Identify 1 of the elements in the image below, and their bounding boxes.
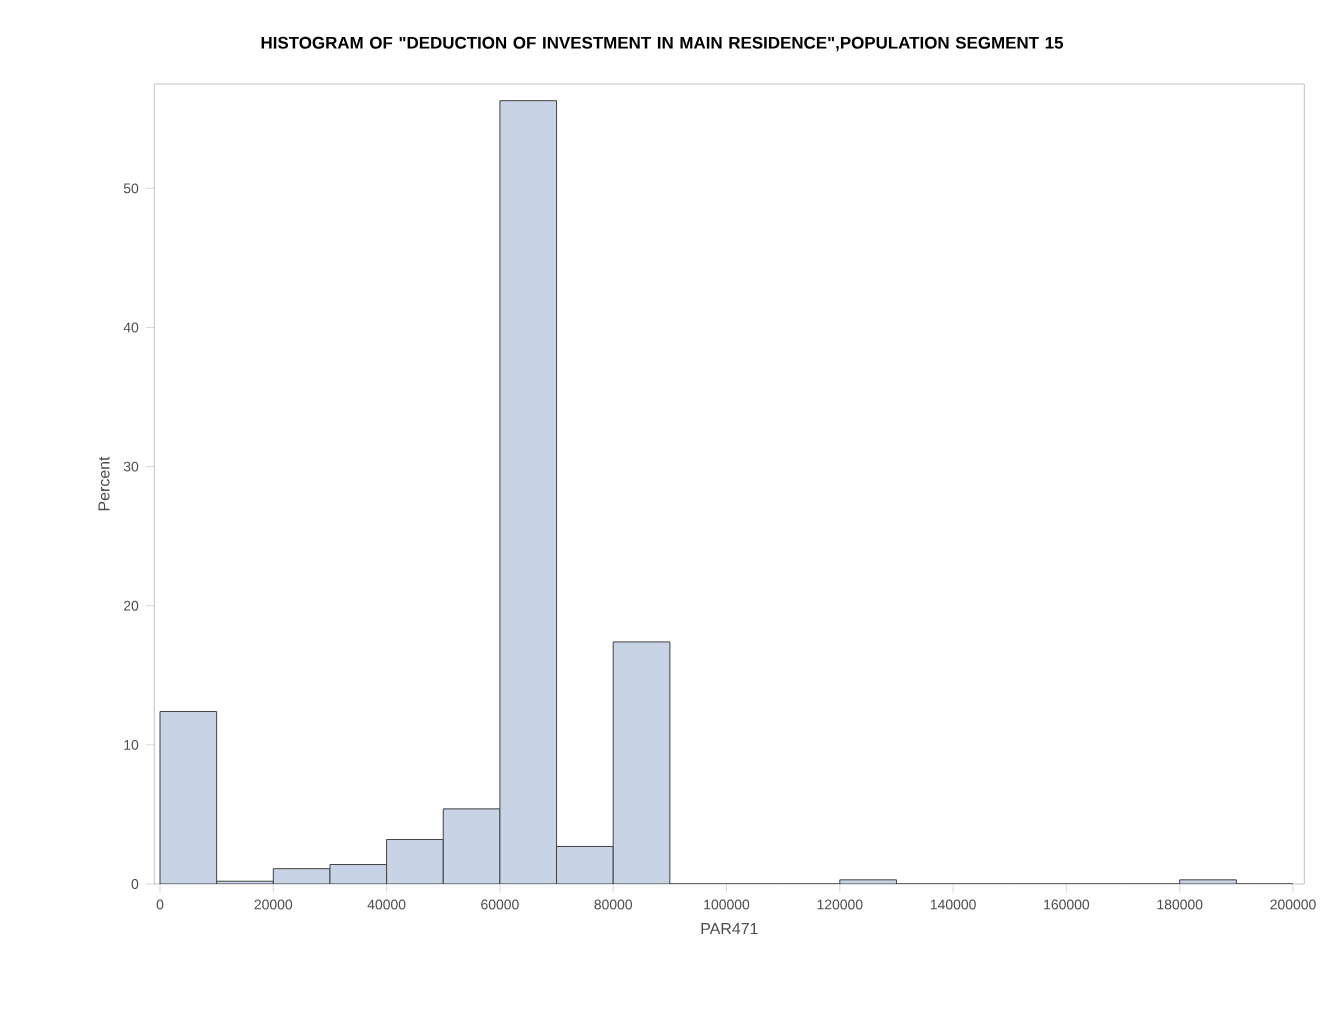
chart-title: HISTOGRAM OF "DEDUCTION OF INVESTMENT IN MAIN RESIDENCE",POPULATION SEGMENT 15	[261, 36, 1064, 52]
